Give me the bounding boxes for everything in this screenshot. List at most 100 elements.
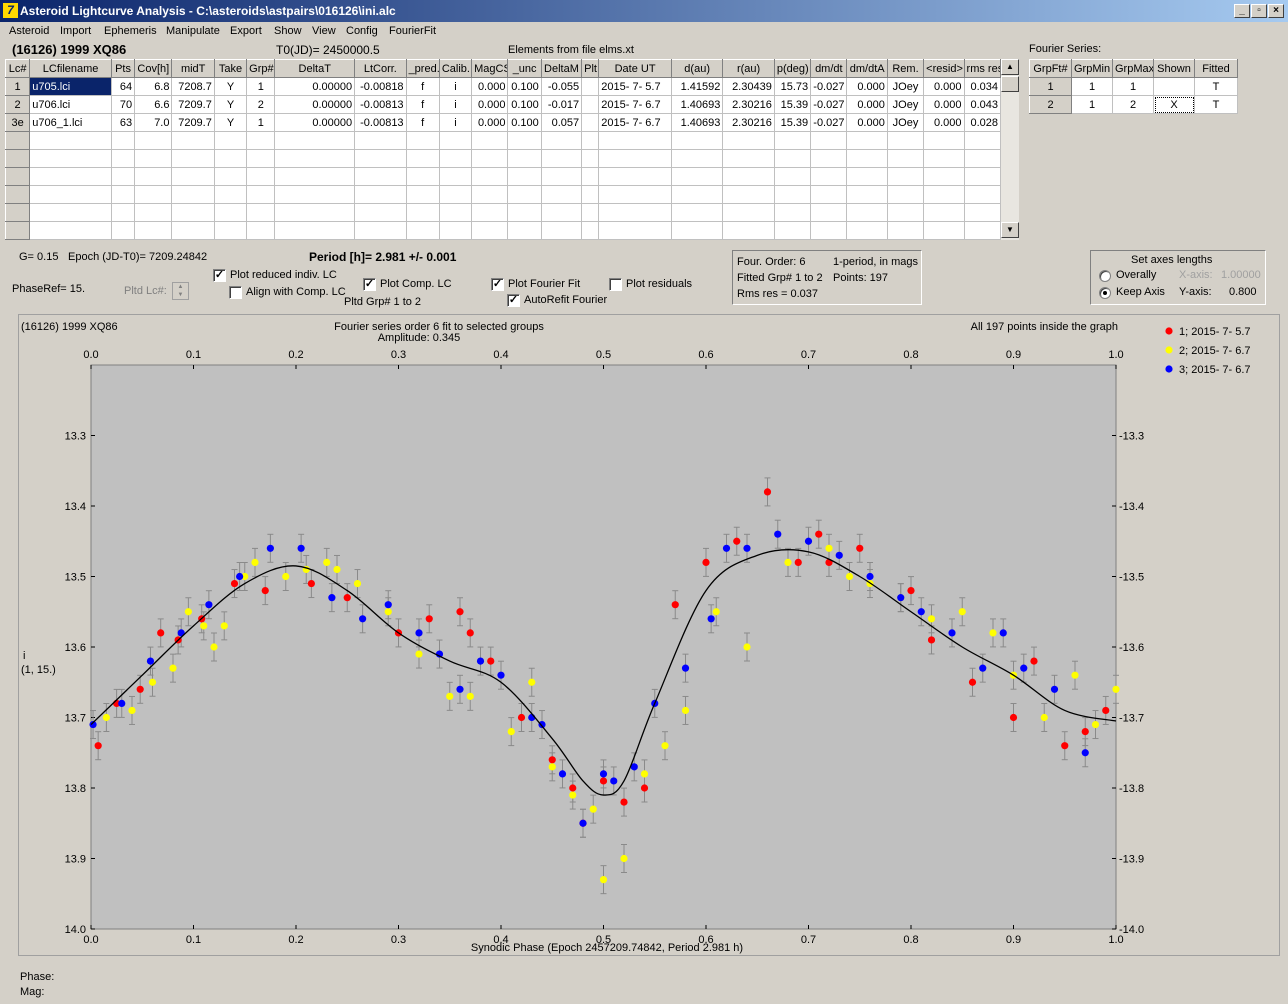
table-cell[interactable]: [29, 131, 112, 150]
column-header[interactable]: d(au): [670, 59, 724, 78]
row-header[interactable]: 2: [4, 95, 31, 114]
table-cell[interactable]: 63: [110, 113, 136, 132]
table-cell[interactable]: 6.8: [134, 77, 173, 96]
table-cell[interactable]: [438, 167, 473, 186]
table-cell[interactable]: 0.00000: [274, 77, 356, 96]
table-cell[interactable]: [773, 185, 812, 204]
table-cell[interactable]: 0.043: [963, 95, 1002, 114]
table-cell[interactable]: [846, 167, 888, 186]
table-cell[interactable]: [438, 185, 473, 204]
table-row[interactable]: [4, 203, 1002, 222]
column-header[interactable]: DeltaT: [274, 59, 356, 78]
table-cell[interactable]: [110, 185, 136, 204]
column-header[interactable]: GrpMax: [1112, 59, 1154, 78]
table-cell[interactable]: [963, 185, 1002, 204]
column-header[interactable]: <resid>: [923, 59, 965, 78]
table-cell[interactable]: [274, 203, 356, 222]
column-header[interactable]: GrpMin: [1071, 59, 1113, 78]
table-cell[interactable]: [134, 185, 173, 204]
table-cell[interactable]: [110, 203, 136, 222]
table-cell[interactable]: [598, 185, 672, 204]
table-cell[interactable]: [963, 149, 1002, 168]
table-cell[interactable]: 7208.7: [171, 77, 215, 96]
table-cell[interactable]: [846, 203, 888, 222]
table-cell[interactable]: -0.027: [810, 77, 848, 96]
table-cell[interactable]: [598, 203, 672, 222]
lightcurve-graph-panel[interactable]: 0.0 0.0 0.1 0.1 0.2 0.2 0.3 0.3 0.4 0.4 0.5 0.5 0.6 0…: [18, 314, 1280, 956]
table-cell[interactable]: f: [405, 113, 440, 132]
table-cell[interactable]: [923, 131, 965, 150]
table-cell[interactable]: [29, 167, 112, 186]
table-cell[interactable]: [540, 185, 583, 204]
table-cell[interactable]: [540, 203, 583, 222]
table-cell[interactable]: f: [405, 95, 440, 114]
column-header[interactable]: r(au): [722, 59, 775, 78]
x-axis-value[interactable]: 1.00000: [1221, 269, 1261, 281]
table-cell[interactable]: [846, 221, 888, 240]
table-cell[interactable]: [923, 167, 965, 186]
table-row[interactable]: 3e u706_1.lci 63 7.0 7209.7 Y 1 0.00000 -0.00813…: [4, 113, 1002, 132]
table-cell[interactable]: i: [438, 77, 473, 96]
table-cell[interactable]: [540, 149, 583, 168]
table-row[interactable]: [4, 149, 1002, 168]
scroll-up-arrow-icon[interactable]: ▲: [1001, 59, 1019, 75]
column-header[interactable]: dm/dtA: [846, 59, 888, 78]
align-checkbox[interactable]: [229, 286, 242, 299]
table-cell[interactable]: [598, 221, 672, 240]
table-cell[interactable]: [581, 95, 600, 114]
table-cell[interactable]: [471, 131, 509, 150]
lightcurve-chart[interactable]: 0.0 0.0 0.1 0.1 0.2 0.2 0.3 0.3 0.4 0.4 0.5 0.5 0.6 0…: [19, 315, 1279, 955]
table-cell[interactable]: f: [405, 77, 440, 96]
table-cell[interactable]: [846, 149, 888, 168]
table-cell[interactable]: [810, 167, 848, 186]
table-cell[interactable]: [581, 185, 600, 204]
table-cell[interactable]: [670, 221, 724, 240]
table-row[interactable]: [4, 167, 1002, 186]
table-cell[interactable]: 0.100: [507, 113, 542, 132]
column-header[interactable]: _unc: [507, 59, 542, 78]
column-header[interactable]: Lc#: [4, 59, 31, 78]
table-cell[interactable]: [438, 131, 473, 150]
table-cell[interactable]: [246, 203, 276, 222]
table-cell[interactable]: [670, 203, 724, 222]
plot-fourier-checkbox[interactable]: ✓: [491, 278, 504, 291]
table-cell[interactable]: u705.lci: [29, 77, 112, 96]
table-cell[interactable]: [134, 131, 173, 150]
y-axis-value[interactable]: 0.800: [1229, 286, 1257, 298]
table-cell[interactable]: [670, 185, 724, 204]
table-cell[interactable]: 0.000: [471, 77, 509, 96]
menu-manipulate[interactable]: Manipulate: [166, 25, 220, 37]
table-cell[interactable]: [405, 203, 440, 222]
table-cell[interactable]: u706_1.lci: [29, 113, 112, 132]
table-cell[interactable]: [846, 131, 888, 150]
table-cell[interactable]: [354, 149, 407, 168]
table-cell[interactable]: 0.034: [963, 77, 1002, 96]
table-cell[interactable]: [354, 185, 407, 204]
table-cell[interactable]: [810, 203, 848, 222]
table-cell[interactable]: 6.6: [134, 95, 173, 114]
column-header[interactable]: dm/dt: [810, 59, 848, 78]
table-cell[interactable]: 1.40693: [670, 113, 724, 132]
table-cell[interactable]: [134, 203, 173, 222]
table-cell[interactable]: [110, 221, 136, 240]
column-header[interactable]: midT: [171, 59, 215, 78]
table-cell[interactable]: -0.017: [540, 95, 583, 114]
table-cell[interactable]: 0.000: [471, 95, 509, 114]
table-cell[interactable]: [540, 221, 583, 240]
row-header[interactable]: 1: [4, 77, 31, 96]
column-header[interactable]: rms res: [963, 59, 1002, 78]
menu-show[interactable]: Show: [274, 25, 302, 37]
table-cell[interactable]: [581, 221, 600, 240]
table-cell[interactable]: 2015- 7- 6.7: [598, 113, 672, 132]
column-header[interactable]: Plt: [581, 59, 600, 78]
table-cell[interactable]: -0.027: [810, 95, 848, 114]
table-cell[interactable]: [507, 131, 542, 150]
table-cell[interactable]: 1: [1112, 77, 1154, 96]
table-cell[interactable]: 7.0: [134, 113, 173, 132]
table-cell[interactable]: [670, 149, 724, 168]
table-cell[interactable]: [722, 131, 775, 150]
table-cell[interactable]: [1153, 77, 1195, 96]
table-cell[interactable]: [507, 185, 542, 204]
table-cell[interactable]: [29, 203, 112, 222]
table-cell[interactable]: [274, 185, 356, 204]
